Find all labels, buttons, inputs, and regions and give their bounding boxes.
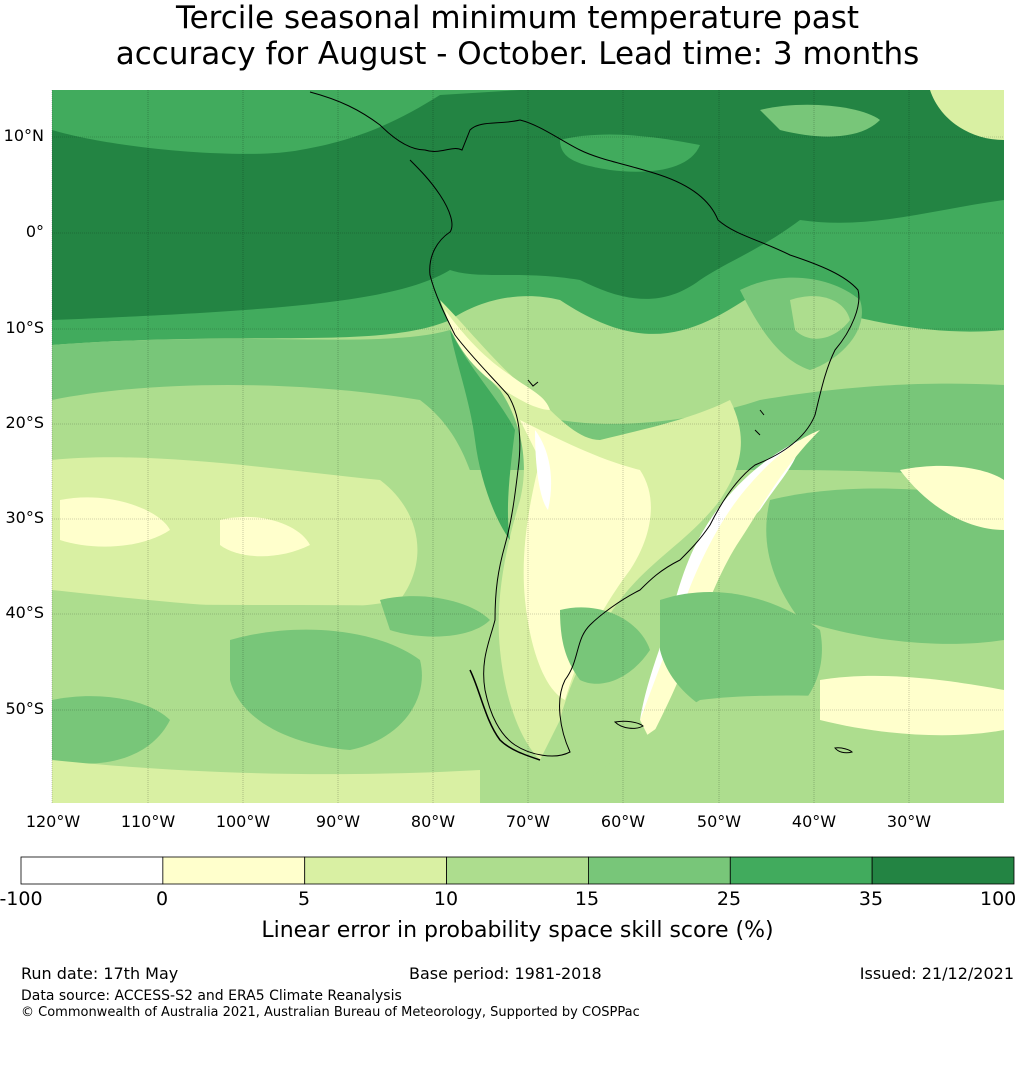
lon-label-30w: 30°W (886, 812, 932, 831)
colorbar-tick-3: 10 (433, 888, 459, 910)
colorbar-tick-2: 5 (297, 888, 311, 910)
copyright: © Commonwealth of Australia 2021, Austra… (21, 1005, 640, 1020)
lat-label-10n: 10°N (3, 126, 44, 145)
coastline (309, 91, 860, 757)
lon-label-70w: 70°W (505, 812, 551, 831)
graticule (51, 90, 1004, 803)
colorbar-segment-1 (162, 856, 306, 885)
lon-label-40w: 40°W (791, 812, 837, 831)
lon-label-80w: 80°W (410, 812, 456, 831)
colorbar-segment-0 (20, 856, 164, 885)
skill-map (51, 90, 1004, 803)
data-source: Data source: ACCESS-S2 and ERA5 Climate … (21, 988, 402, 1004)
colorbar-tick-0: -100 (0, 888, 43, 910)
colorbar-segment-2 (304, 856, 447, 885)
lon-label-90w: 90°W (315, 812, 361, 831)
colorbar-tick-4: 15 (574, 888, 600, 910)
colorbar-tick-7: 100 (980, 888, 1017, 910)
run-date: Run date: 17th May (21, 964, 179, 983)
colorbar-tick-5: 25 (716, 888, 742, 910)
colorbar-segment-4 (588, 856, 731, 885)
lat-label-30s: 30°S (5, 508, 44, 527)
lat-label-0: 0° (25, 222, 44, 241)
colorbar-segment-3 (446, 856, 589, 885)
issued-date: Issued: 21/12/2021 (859, 964, 1014, 983)
lat-label-20s: 20°S (5, 413, 44, 432)
colorbar-segment-5 (729, 856, 873, 885)
colorbar-tick-6: 35 (858, 888, 884, 910)
title-line-1: Tercile seasonal minimum temperature pas… (175, 0, 860, 36)
colorbar (20, 856, 1015, 885)
lon-label-120w: 120°W (25, 812, 81, 831)
lat-label-10s: 10°S (5, 318, 44, 337)
base-period: Base period: 1981-2018 (409, 964, 602, 983)
lon-label-60w: 60°W (600, 812, 646, 831)
lon-label-100w: 100°W (215, 812, 271, 831)
lat-label-40s: 40°S (5, 603, 44, 622)
skill-field (52, 90, 1004, 803)
colorbar-title: Linear error in probability space skill … (261, 918, 774, 943)
lat-label-50s: 50°S (5, 699, 44, 718)
title-line-2: accuracy for August - October. Lead time… (115, 36, 920, 72)
lon-label-110w: 110°W (120, 812, 176, 831)
colorbar-tick-1: 0 (155, 888, 169, 910)
lon-label-50w: 50°W (696, 812, 742, 831)
map-panel: 10°N 0° 10°S 20°S 30°S 40°S 50°S 120°W 1… (3, 90, 1004, 831)
chart-title: Tercile seasonal minimum temperature pas… (0, 0, 1035, 72)
colorbar-segment-6 (871, 856, 1015, 885)
